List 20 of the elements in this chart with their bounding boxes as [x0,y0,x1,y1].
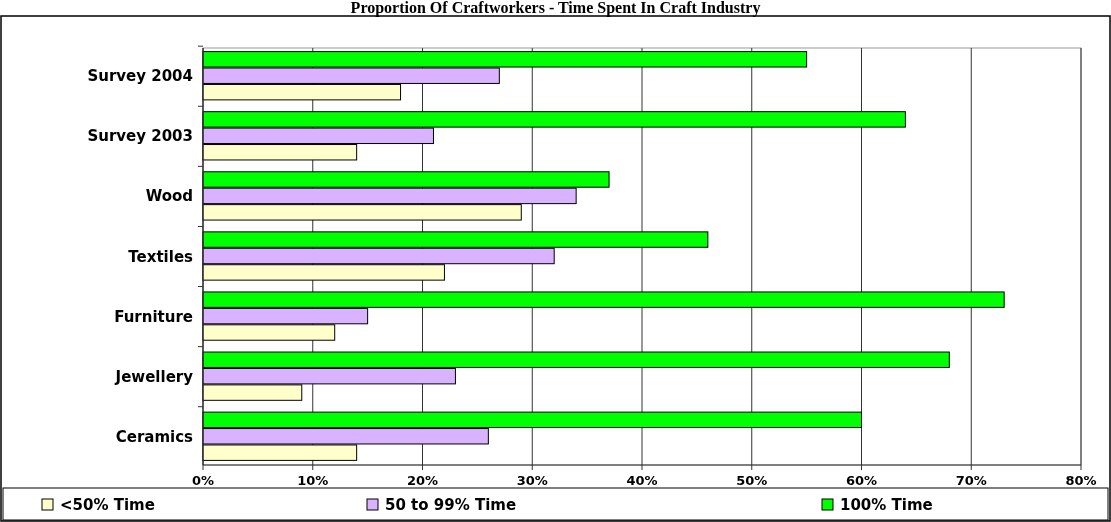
x-tick-label: 60% [845,473,878,488]
legend-label: 50 to 99% Time [385,496,517,514]
x-tick-label: 50% [736,473,768,488]
x-tick-label: 0% [191,473,215,488]
x-tick-label: 40% [626,473,658,488]
x-tick-label: 20% [406,473,439,488]
x-tick-label: 30% [516,473,548,488]
x-tick-label: 80% [1065,473,1097,488]
y-tick-label: Textiles [128,247,194,266]
legend-label: <50% Time [60,496,155,514]
legend-label: 100% Time [840,496,933,514]
x-tick-label: 10% [297,473,329,488]
y-tick-label: Survey 2004 [87,67,193,86]
chart-title: Proportion Of Craftworkers - Time Spent In Craft Industry [350,0,761,17]
x-tick-label: 70% [955,473,987,488]
y-tick-label: Survey 2003 [87,127,193,146]
y-tick-label: Furniture [114,307,193,326]
y-tick-label: Wood [145,187,193,206]
y-tick-label: Ceramics [115,427,194,446]
y-tick-label: Jewellery [114,367,194,386]
